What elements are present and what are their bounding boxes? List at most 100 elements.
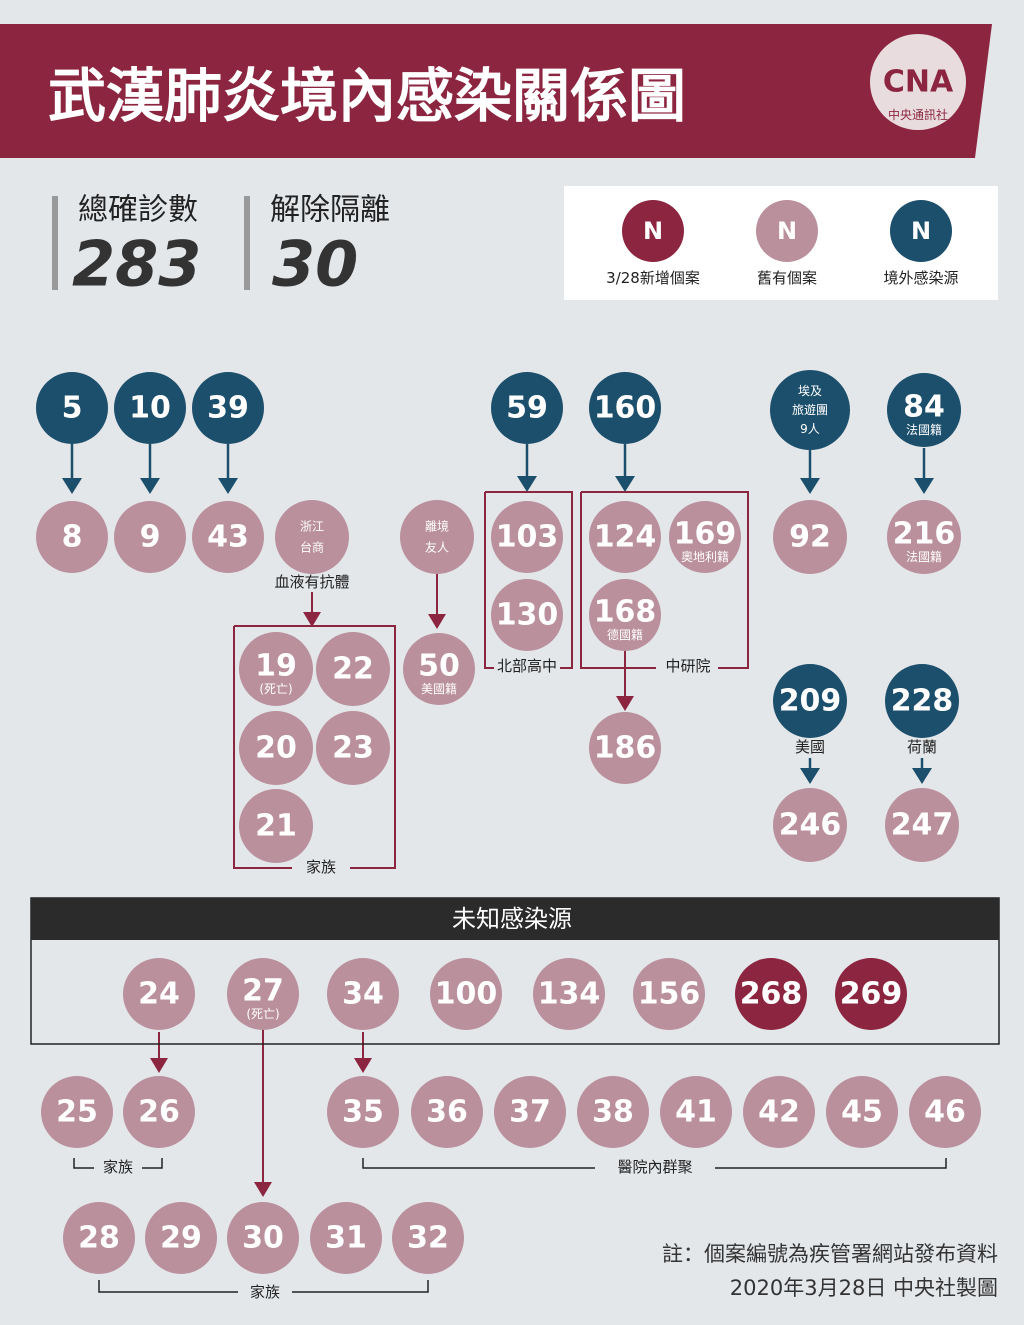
case-number: 41 bbox=[675, 1095, 717, 1130]
case-number: 35 bbox=[342, 1095, 384, 1130]
label-academia: 中研院 bbox=[665, 657, 710, 675]
unknown-source-title: 未知感染源 bbox=[452, 905, 572, 933]
case-circle bbox=[36, 501, 108, 573]
case-node-59: 59 bbox=[491, 372, 563, 444]
box-academia bbox=[580, 491, 749, 669]
connectors bbox=[62, 444, 934, 1197]
case-number: 19 bbox=[255, 649, 297, 684]
case-circle bbox=[533, 958, 605, 1030]
case-number: 21 bbox=[255, 809, 297, 844]
case-circle bbox=[41, 1076, 113, 1148]
case-label: 埃及旅遊團 9人 bbox=[792, 384, 828, 436]
bracket-family-2 bbox=[73, 1158, 163, 1169]
case-circle bbox=[192, 372, 264, 444]
logo-mark: CNA bbox=[883, 65, 954, 100]
case-note: 法國籍 bbox=[906, 422, 942, 437]
case-number: 59 bbox=[506, 391, 548, 426]
cna-logo: CNA 中央通訊社 bbox=[870, 34, 966, 130]
case-number: 32 bbox=[407, 1221, 449, 1256]
case-number: 38 bbox=[592, 1095, 634, 1130]
case-number: 92 bbox=[789, 520, 831, 555]
case-node-_egypt: 埃及旅遊團 9人 bbox=[770, 370, 850, 450]
label-family-1: 家族 bbox=[306, 858, 336, 876]
case-number: 156 bbox=[638, 977, 701, 1012]
case-node-34: 34 bbox=[327, 958, 399, 1030]
case-node-36: 36 bbox=[411, 1076, 483, 1148]
case-circle bbox=[491, 501, 563, 573]
case-node-42: 42 bbox=[743, 1076, 815, 1148]
case-circle bbox=[491, 579, 563, 651]
case-node-_friend: 離境友人 bbox=[400, 500, 474, 574]
case-node-5: 5 bbox=[36, 372, 108, 444]
case-circle bbox=[227, 1202, 299, 1274]
case-node-246: 246 bbox=[773, 788, 847, 862]
case-circle bbox=[773, 788, 847, 862]
case-circle bbox=[494, 1076, 566, 1148]
case-node-35: 35 bbox=[327, 1076, 399, 1148]
case-number: 45 bbox=[841, 1095, 883, 1130]
legend-new-label: 3/28新增個案 bbox=[606, 269, 700, 287]
box-family-1 bbox=[233, 625, 396, 869]
case-circle bbox=[239, 711, 313, 785]
case-node-43: 43 bbox=[192, 501, 264, 573]
case-number: 103 bbox=[496, 520, 559, 555]
case-node-22: 22 bbox=[316, 632, 390, 706]
case-note: (死亡) bbox=[259, 682, 292, 696]
case-node-24: 24 bbox=[123, 958, 195, 1030]
case-circle bbox=[909, 1076, 981, 1148]
case-number: 39 bbox=[207, 391, 249, 426]
case-node-37: 37 bbox=[494, 1076, 566, 1148]
legend-new-symbol: N bbox=[643, 217, 663, 245]
case-number: 29 bbox=[160, 1221, 202, 1256]
case-circle bbox=[885, 664, 959, 738]
box-north-high-school bbox=[484, 491, 573, 669]
label-hospital: 醫院內群聚 bbox=[617, 1158, 692, 1176]
case-node-92: 92 bbox=[773, 500, 847, 574]
case-circle bbox=[826, 1076, 898, 1148]
stat-confirmed-value: 283 bbox=[72, 228, 201, 301]
case-circle bbox=[430, 958, 502, 1030]
case-note: 德國籍 bbox=[607, 627, 643, 642]
case-node-134: 134 bbox=[533, 958, 605, 1030]
case-number: 30 bbox=[242, 1221, 284, 1256]
case-number: 22 bbox=[332, 652, 374, 687]
stat-recovered-label: 解除隔離 bbox=[270, 193, 390, 228]
stat-recovered-value: 30 bbox=[272, 228, 358, 301]
case-note: 法國籍 bbox=[906, 549, 942, 564]
case-node-46: 46 bbox=[909, 1076, 981, 1148]
case-node-209: 209 bbox=[773, 664, 847, 738]
case-circle bbox=[145, 1202, 217, 1274]
case-circle bbox=[316, 632, 390, 706]
case-circle bbox=[589, 712, 661, 784]
legend-old-marker bbox=[756, 200, 818, 262]
case-number: 43 bbox=[207, 520, 249, 555]
legend: N 3/28新增個案 N 舊有個案 N 境外感染源 bbox=[564, 186, 998, 300]
case-node-38: 38 bbox=[577, 1076, 649, 1148]
label-north-high-school: 北部高中 bbox=[497, 657, 557, 675]
logo-text: 中央通訊社 bbox=[888, 107, 948, 122]
case-circle bbox=[275, 500, 349, 574]
case-number: 124 bbox=[594, 520, 657, 555]
case-number: 168 bbox=[594, 595, 657, 630]
case-number: 84 bbox=[903, 390, 945, 425]
case-node-31: 31 bbox=[310, 1202, 382, 1274]
case-circle bbox=[327, 958, 399, 1030]
title-banner bbox=[0, 24, 992, 158]
case-number: 216 bbox=[893, 517, 956, 552]
footnote-date: 2020年3月28日 中央社製圖 bbox=[730, 1276, 998, 1300]
case-node-156: 156 bbox=[633, 958, 705, 1030]
case-number: 34 bbox=[342, 977, 384, 1012]
case-node-21: 21 bbox=[239, 789, 313, 863]
case-origin-label: 美國 bbox=[795, 738, 825, 756]
case-number: 28 bbox=[78, 1221, 120, 1256]
case-circle bbox=[660, 1076, 732, 1148]
case-node-41: 41 bbox=[660, 1076, 732, 1148]
case-node-100: 100 bbox=[430, 958, 502, 1030]
case-number: 24 bbox=[138, 977, 180, 1012]
case-number: 169 bbox=[674, 517, 737, 552]
case-note: 奧地利籍 bbox=[681, 549, 729, 564]
unknown-source-section: 未知感染源 bbox=[30, 897, 1000, 1045]
case-node-103: 103 bbox=[491, 501, 563, 573]
